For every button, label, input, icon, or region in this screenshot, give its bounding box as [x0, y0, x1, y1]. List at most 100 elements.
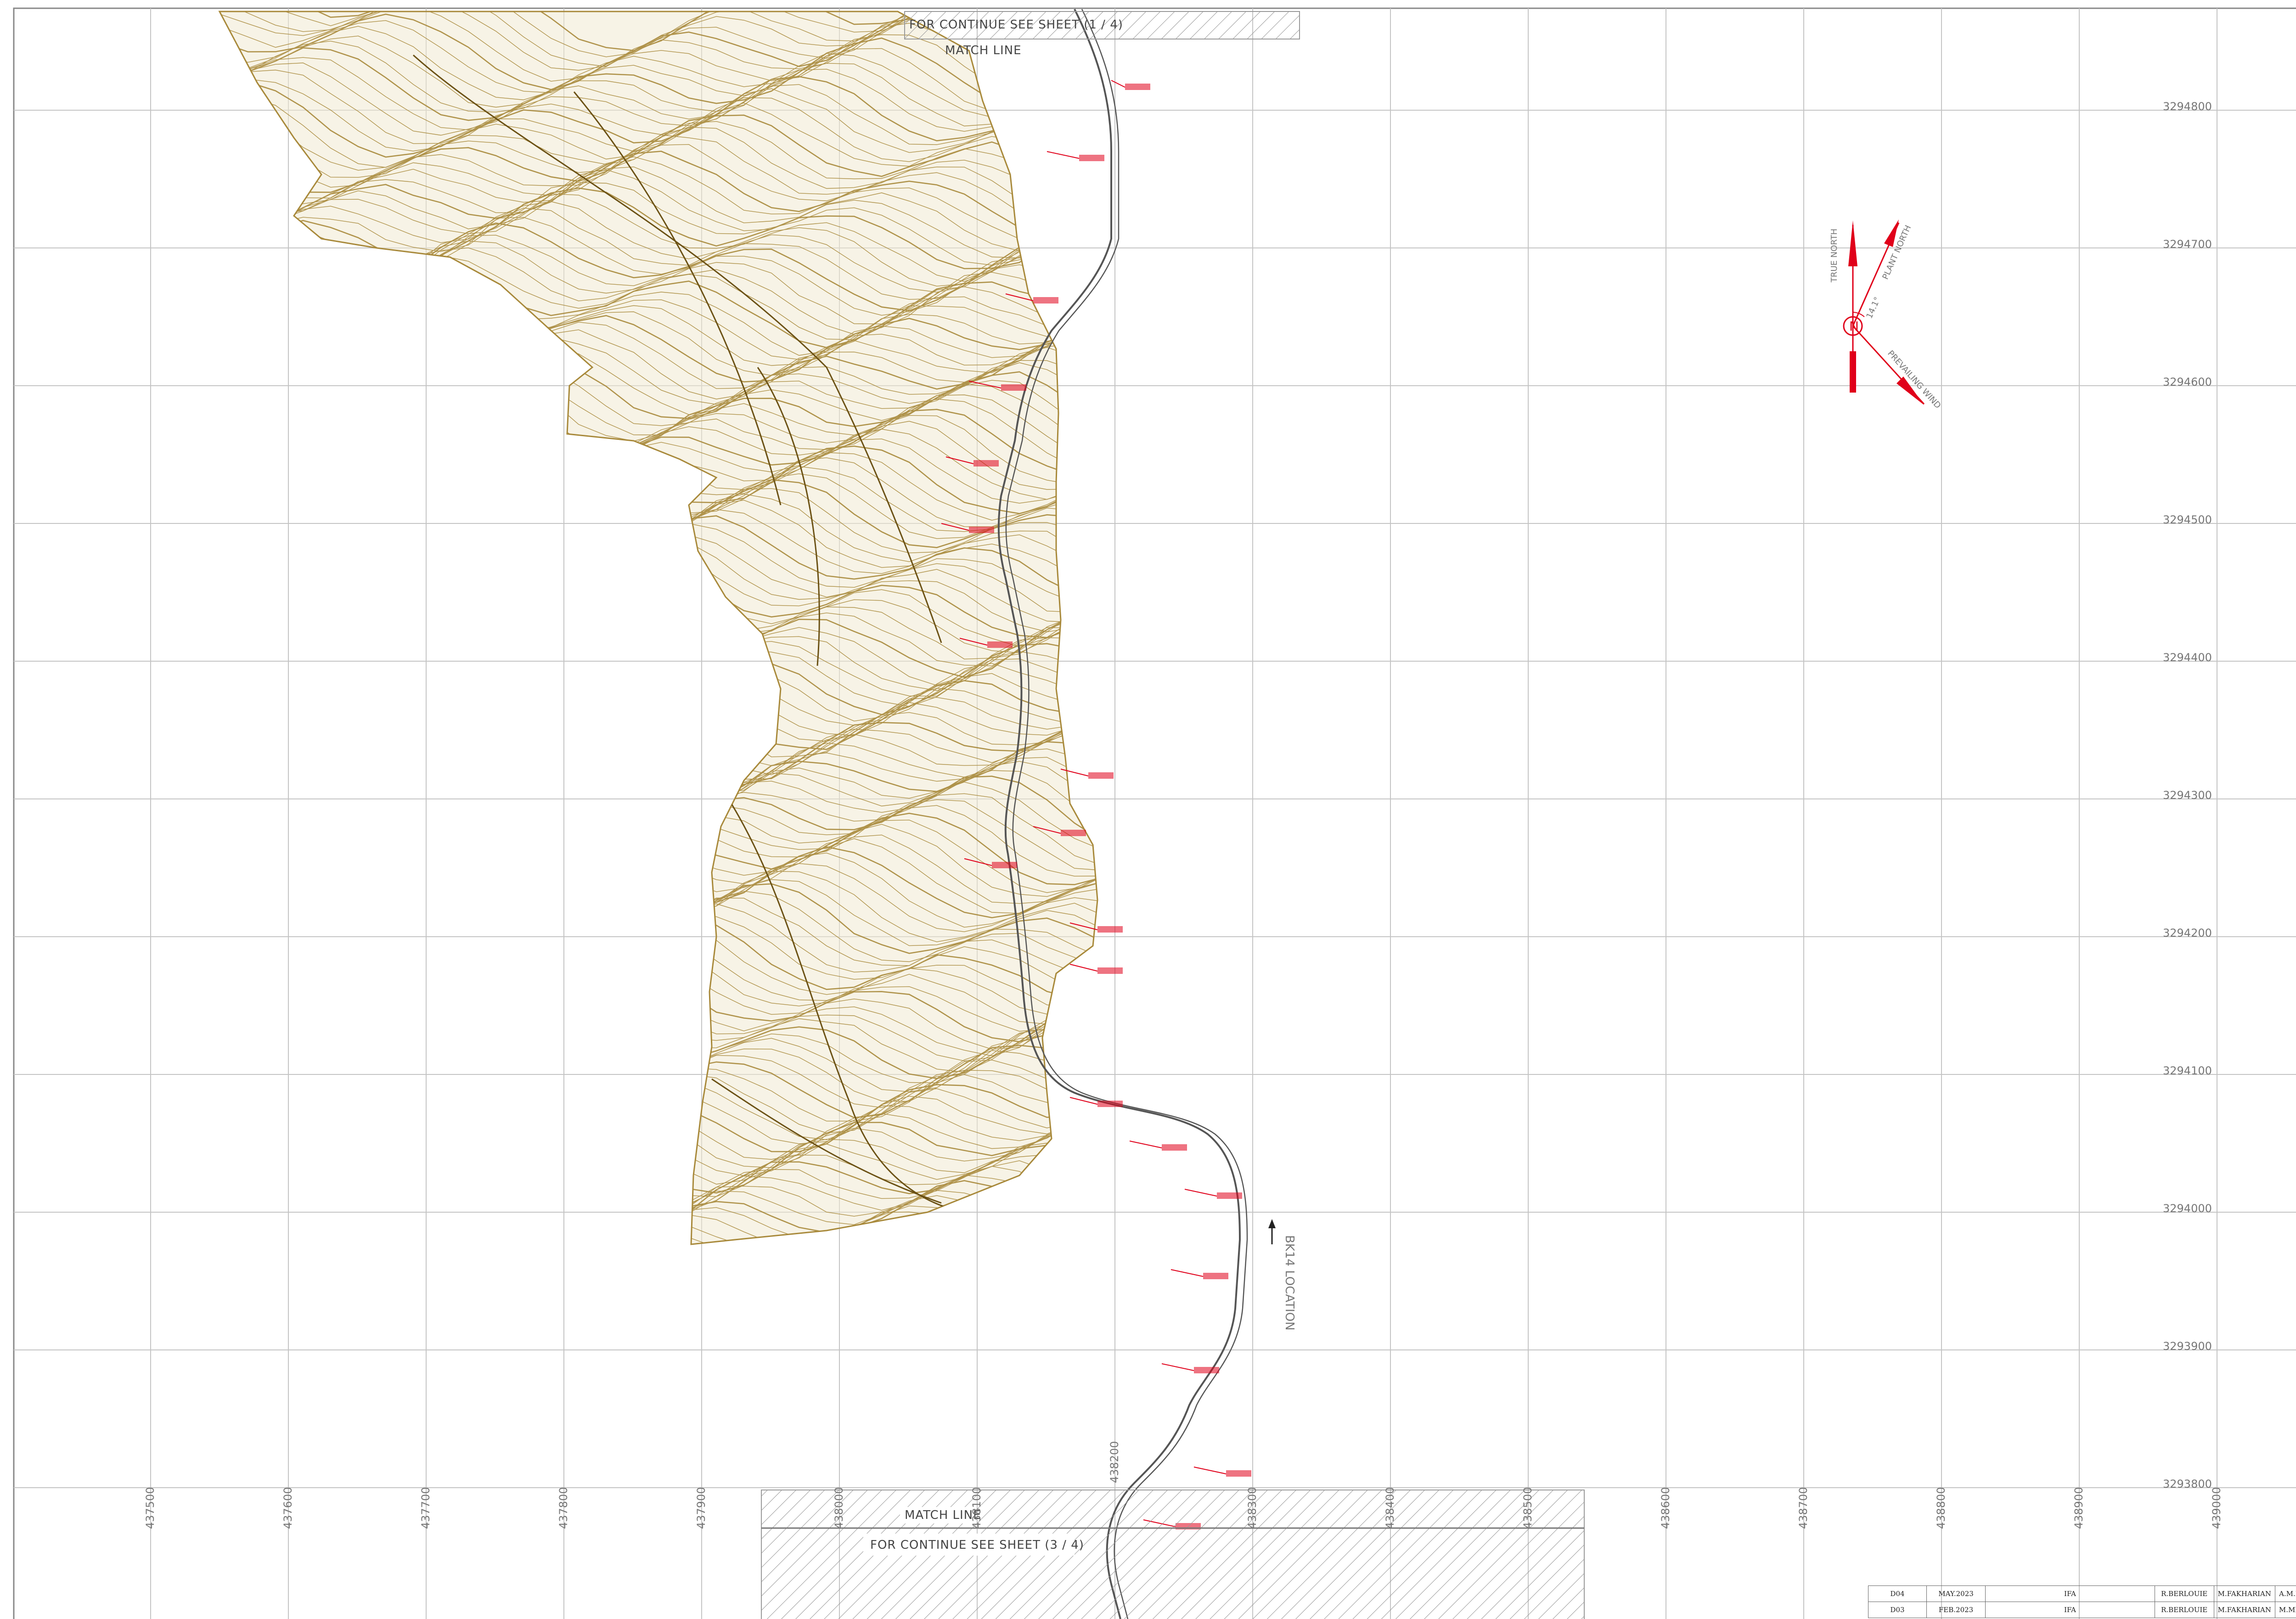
ridge-line: [573, 91, 782, 506]
easting-label: 437500: [144, 1487, 157, 1529]
revision-row: D04 MAY.2023 IFA R.BERLOUIE M.FAKHARIAN …: [1868, 1585, 2296, 1602]
callout-label-block: [974, 460, 999, 467]
revision-table: D04 MAY.2023 IFA R.BERLOUIE M.FAKHARIAN …: [1868, 1585, 2296, 1618]
road-alignment: [997, 9, 1248, 1619]
easting-label: 438400: [1384, 1487, 1396, 1529]
callout-leader: [1111, 80, 1125, 88]
status-cell: IFA: [1985, 1585, 2155, 1602]
northing-label: 3294800: [2163, 100, 2212, 113]
callout-leader: [1060, 769, 1089, 776]
callout-label-block: [1097, 1101, 1123, 1107]
northing-labels: 3294800 3294700 3294600 3294500 3294400 …: [2163, 100, 2212, 1490]
callout-label-block: [1226, 1470, 1251, 1477]
callout-label-block: [1203, 1273, 1228, 1279]
match-bottom-text: FOR CONTINUE SEE SHEET (3 / 4): [870, 1538, 1084, 1552]
contour-line: [219, 11, 1097, 71]
callout-leader: [1161, 1363, 1194, 1371]
callout-leader: [1129, 1141, 1162, 1148]
contour-line: [219, 76, 1097, 158]
callout-label-block: [1194, 1367, 1219, 1373]
northing-label: 3294600: [2163, 376, 2212, 388]
terrain-contours: [218, 11, 1098, 1245]
callout-leader: [1005, 293, 1034, 301]
contour-line: [219, 48, 1097, 130]
ridge-line: [715, 780, 965, 1213]
contour-line: [219, 11, 1097, 57]
callout-leader: [968, 381, 1002, 388]
date-cell: FEB.2023: [1926, 1602, 1986, 1618]
true-north-label: TRUE NORTH: [1829, 229, 1839, 283]
rev-cell: D04: [1868, 1585, 1927, 1602]
ridge-line: [412, 54, 942, 643]
easting-label: 438000: [833, 1487, 845, 1529]
northing-label: 3294700: [2163, 238, 2212, 251]
northing-label: 3294400: [2163, 651, 2212, 664]
contour-line: [219, 1195, 1097, 1244]
checked-cell: M.FAKHARIAN: [2213, 1585, 2275, 1602]
contour-line: [219, 34, 1097, 112]
true-north-arrowhead-icon: [1848, 220, 1857, 266]
callout-leader: [1033, 826, 1061, 834]
callout-label-block: [1162, 1144, 1187, 1151]
easting-label: 438600: [1659, 1487, 1672, 1529]
callout-label-block: [1088, 772, 1114, 779]
easting-label: 438300: [1246, 1487, 1259, 1529]
match-bottom-label: MATCH LINE: [905, 1508, 981, 1522]
callout-label-block: [1097, 926, 1123, 933]
callout-leader: [941, 523, 969, 531]
approved-cell: M.MEHRSHAD: [2274, 1602, 2296, 1618]
contour-line: [219, 1190, 1097, 1244]
prevailing-wind-label: PREVAILING WIND: [1885, 349, 1942, 410]
northing-label: 3293800: [2163, 1478, 2212, 1490]
revision-row: D03 FEB.2023 IFA R.BERLOUIE M.FAKHARIAN …: [1868, 1602, 2296, 1618]
callout-label-block: [969, 527, 994, 533]
contour-line: [219, 11, 1097, 51]
callout-leader: [959, 638, 988, 646]
easting-label: 438200: [1108, 1441, 1121, 1483]
callout-leader: [1171, 1269, 1204, 1277]
easting-label: 437700: [419, 1487, 432, 1529]
checked-cell: M.FAKHARIAN: [2213, 1602, 2275, 1618]
callout-label-block: [1097, 967, 1123, 974]
easting-label: 438800: [1935, 1487, 1947, 1529]
prevailing-wind-arrowhead-icon: [1896, 377, 1924, 405]
northing-label: 3293900: [2163, 1340, 2212, 1353]
contour-line: [219, 53, 1097, 136]
northing-label: 3294200: [2163, 927, 2212, 939]
status-cell: IFA: [1985, 1602, 2155, 1618]
easting-label: 437900: [695, 1487, 708, 1529]
northing-label: 3294500: [2163, 513, 2212, 526]
match-line-top-hatch: [904, 11, 1300, 39]
callout-label-block: [1033, 297, 1058, 304]
contour-line: [219, 68, 1097, 152]
callout-label-block: [1079, 155, 1104, 161]
callout-label-block: [1061, 830, 1086, 836]
callout-leader: [1184, 1189, 1217, 1197]
callout-leader: [1069, 922, 1098, 930]
easting-label: 437800: [557, 1487, 570, 1529]
easting-label: 438900: [2072, 1487, 2085, 1529]
contour-line: [219, 84, 1097, 168]
ridge-line: [757, 367, 820, 666]
callout-label-block: [1001, 384, 1026, 391]
match-top-label: MATCH LINE: [945, 44, 1022, 57]
ridge-line: [711, 1078, 942, 1204]
callout-leader: [1069, 1097, 1098, 1105]
northing-label: 3294000: [2163, 1202, 2212, 1215]
callout-label-block: [1217, 1192, 1242, 1199]
plant-north-arrowhead-icon: [1884, 219, 1899, 247]
contour-line: [219, 63, 1097, 144]
contour-line: [219, 1211, 1097, 1244]
callout-label-block: [992, 862, 1017, 868]
callout-label-block: [987, 641, 1013, 648]
easting-label: 438700: [1797, 1487, 1810, 1529]
easting-labels: 437500 437600 437700 437800 437900 43800…: [144, 1441, 2223, 1529]
easting-label: 439000: [2210, 1487, 2223, 1529]
bk14-location-marker: BK14 LOCATION: [1268, 1219, 1296, 1331]
callout-leader: [1047, 151, 1080, 159]
callout-label-block: [1125, 84, 1150, 90]
callout-leader: [964, 858, 992, 866]
northing-label: 3294300: [2163, 789, 2212, 802]
easting-label: 438100: [970, 1487, 983, 1529]
